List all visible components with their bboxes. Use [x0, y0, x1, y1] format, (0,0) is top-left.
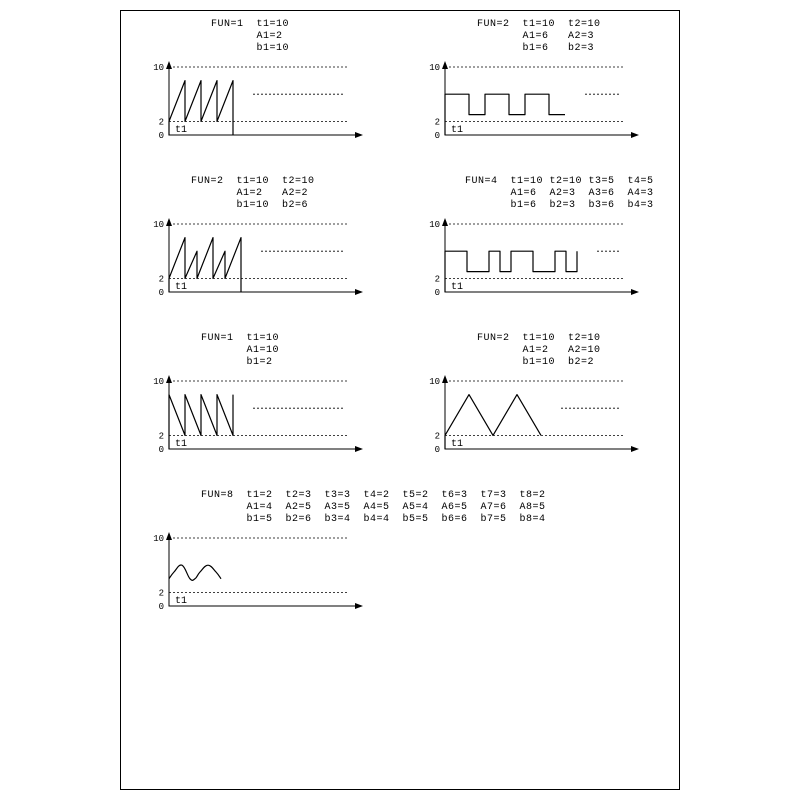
chart-svg: 0 2 10 t1	[141, 375, 371, 459]
params-text: FUN=2 t1=10 t2=10 A1=6 A2=3 b1=6 b2=3	[477, 19, 601, 55]
chart-svg: 0 2 10 t1	[417, 218, 647, 302]
svg-text:2: 2	[159, 117, 164, 127]
svg-text:t1: t1	[175, 282, 187, 293]
svg-text:t1: t1	[451, 282, 463, 293]
svg-text:0: 0	[159, 602, 164, 612]
svg-text:10: 10	[429, 220, 440, 230]
svg-text:10: 10	[153, 534, 164, 544]
svg-text:0: 0	[435, 131, 440, 141]
params-text: FUN=2 t1=10 t2=10 A1=2 A2=2 b1=10 b2=6	[191, 176, 315, 212]
chart-svg: 0 2 10 t1	[417, 61, 647, 145]
svg-text:10: 10	[153, 63, 164, 73]
params-text: FUN=8 t1=2 t2=3 t3=3 t4=2 t5=2 t6=3 t7=3…	[201, 490, 546, 526]
svg-text:t1: t1	[451, 439, 463, 450]
svg-text:0: 0	[435, 445, 440, 455]
svg-text:10: 10	[153, 377, 164, 387]
page-frame: FUN=1 t1=10 A1=2 b1=10 0 2 10 t1 FUN=2 t1=10 …	[120, 10, 680, 790]
svg-text:10: 10	[429, 63, 440, 73]
svg-text:0: 0	[435, 288, 440, 298]
params-text: FUN=1 t1=10 A1=10 b1=2	[201, 333, 279, 369]
svg-text:0: 0	[159, 288, 164, 298]
svg-text:2: 2	[159, 274, 164, 284]
svg-text:2: 2	[159, 588, 164, 598]
chart-svg: 0 2 10 t1	[141, 61, 371, 145]
svg-text:2: 2	[159, 431, 164, 441]
params-text: FUN=4 t1=10 t2=10 t3=5 t4=5 A1=6 A2=3 A3…	[465, 176, 654, 212]
svg-text:0: 0	[159, 445, 164, 455]
svg-text:10: 10	[153, 220, 164, 230]
svg-text:10: 10	[429, 377, 440, 387]
svg-text:2: 2	[435, 431, 440, 441]
svg-text:2: 2	[435, 117, 440, 127]
svg-text:2: 2	[435, 274, 440, 284]
svg-text:0: 0	[159, 131, 164, 141]
chart-svg: 0 2 10 t1	[141, 532, 371, 616]
chart-svg: 0 2 10 t1	[141, 218, 371, 302]
params-text: FUN=2 t1=10 t2=10 A1=2 A2=10 b1=10 b2=2	[477, 333, 601, 369]
svg-text:t1: t1	[451, 125, 463, 136]
svg-text:t1: t1	[175, 439, 187, 450]
params-text: FUN=1 t1=10 A1=2 b1=10	[211, 19, 289, 55]
chart-svg: 0 2 10 t1	[417, 375, 647, 459]
svg-text:t1: t1	[175, 125, 187, 136]
svg-text:t1: t1	[175, 596, 187, 607]
